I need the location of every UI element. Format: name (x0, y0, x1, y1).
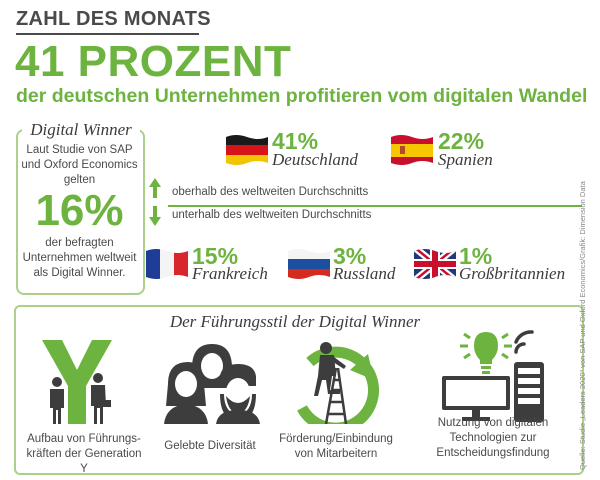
caption-line: von Mitarbeitern (294, 448, 378, 460)
percent-spain: 22% (438, 128, 485, 154)
percent-germany: 41% (272, 128, 319, 154)
arrow-up-icon (149, 178, 161, 198)
winner-text-line: gelten (63, 174, 96, 186)
winner-outro-text: der befragten Unternehmen weltweit als D… (18, 236, 141, 281)
average-divider (168, 205, 582, 207)
winner-text-line: Laut Studie von SAP (26, 144, 133, 156)
kicker: ZAHL DES MONATS (16, 8, 211, 30)
caption-line: Entscheidungsfindung (436, 447, 550, 459)
caption-line: Gelebte Diversität (164, 440, 256, 452)
technology-icon (442, 330, 544, 422)
leadership-caption-1: Aufbau von Führungs- kräften der Generat… (24, 432, 144, 477)
caption-line: kräften der Generation Y (26, 448, 142, 475)
winner-text-line: der befragten (45, 237, 114, 249)
caption-line: Förderung/Einbindung (279, 433, 393, 445)
percent-uk: 1% (459, 243, 493, 269)
source-note: Quelle: Studie „Leaders 2020“ von SAP un… (578, 181, 587, 470)
leadership-box (14, 305, 584, 475)
leadership-title: Der Führungsstil der Digital Winner (169, 312, 421, 331)
caption-line: Technologien zur (449, 432, 537, 444)
subline: der deutschen Unternehmen profitieren vo… (16, 85, 588, 107)
above-below-arrows (149, 178, 161, 226)
country-spain: Spanien (438, 150, 493, 169)
headline: 41 PROZENT (15, 37, 292, 86)
percent-russia: 3% (333, 243, 367, 269)
flag-france-icon (146, 249, 188, 279)
digital-winner-title: Digital Winner (22, 120, 140, 140)
arrow-down-icon (149, 206, 161, 226)
winner-text-line: und Oxford Economics (21, 159, 138, 171)
leadership-caption-2: Gelebte Diversität (150, 439, 270, 454)
caption-line: Nutzung von digitalen (437, 417, 549, 429)
leadership-caption-4: Nutzung von digitalen Technologien zur E… (428, 416, 558, 461)
country-germany: Deutschland (272, 150, 358, 169)
country-france: Frankreich (192, 264, 268, 283)
flag-spain-icon (391, 135, 433, 165)
winner-text-line: Unternehmen weltweit (22, 252, 137, 264)
ladder-growth-icon (297, 342, 380, 424)
flag-uk-icon (414, 249, 456, 279)
flag-germany-icon (226, 135, 268, 165)
caption-line: Aufbau von Führungs- (27, 433, 141, 445)
leadership-caption-3: Förderung/Einbindung von Mitarbeitern (276, 432, 396, 462)
generation-y-icon (42, 340, 112, 424)
country-uk: Großbritannien (459, 264, 566, 283)
country-russia: Russland (333, 264, 396, 283)
legend-above: oberhalb des weltweiten Durchschnitts (172, 186, 369, 198)
flag-russia-icon (288, 249, 330, 279)
winner-text-line: als Digital Winner. (33, 267, 126, 279)
legend-below: unterhalb des weltweiten Durchschnitts (172, 209, 372, 221)
winner-intro-text: Laut Studie von SAP und Oxford Economics… (18, 143, 141, 188)
percent-france: 15% (192, 243, 239, 269)
winner-percent: 16% (35, 186, 124, 235)
kicker-underline (16, 33, 199, 35)
diversity-icon (164, 344, 260, 424)
